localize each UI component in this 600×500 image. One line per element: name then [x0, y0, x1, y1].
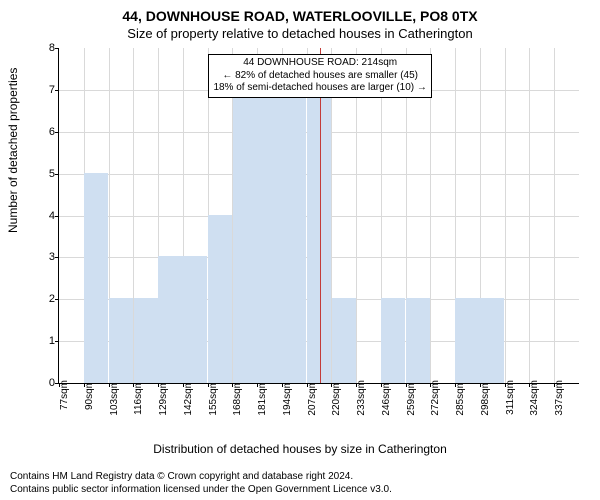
gridline-v	[554, 48, 555, 383]
histogram-bar	[381, 298, 405, 383]
ytick-label: 0	[31, 377, 55, 389]
xtick-label: 311sqm	[505, 380, 516, 415]
histogram-bar	[109, 298, 133, 383]
ytick-mark	[55, 48, 59, 49]
ytick-label: 1	[31, 335, 55, 347]
histogram-bar	[455, 298, 479, 383]
gridline-v	[529, 48, 530, 383]
ytick-mark	[55, 299, 59, 300]
xtick-label: 194sqm	[282, 380, 293, 416]
histogram-bar	[332, 298, 356, 383]
xtick-label: 77sqm	[59, 380, 70, 410]
xtick-label: 181sqm	[257, 380, 268, 416]
histogram-bar	[406, 298, 430, 383]
xtick-label: 259sqm	[406, 380, 417, 416]
xtick-label: 272sqm	[430, 380, 441, 416]
reference-line	[320, 48, 321, 383]
plot-area: 01234567877sqm90sqm103sqm116sqm129sqm142…	[58, 48, 579, 384]
histogram-bar	[183, 256, 207, 383]
ytick-mark	[55, 216, 59, 217]
xtick-label: 155sqm	[208, 380, 219, 416]
gridline-v	[356, 48, 357, 383]
xtick-label: 116sqm	[133, 380, 144, 415]
xtick-label: 129sqm	[158, 380, 169, 416]
title-line2: Size of property relative to detached ho…	[0, 26, 600, 41]
gridline-v	[505, 48, 506, 383]
xtick-label: 142sqm	[183, 380, 194, 416]
histogram-bar	[233, 89, 257, 383]
gridline-v	[430, 48, 431, 383]
xtick-label: 220sqm	[331, 380, 342, 416]
ytick-mark	[55, 341, 59, 342]
histogram-bar	[134, 298, 158, 383]
caption-line1: Contains HM Land Registry data © Crown c…	[10, 471, 353, 482]
ytick-label: 3	[31, 251, 55, 263]
histogram-bar	[208, 215, 232, 384]
annotation-box: 44 DOWNHOUSE ROAD: 214sqm ← 82% of detach…	[208, 54, 431, 98]
xtick-label: 207sqm	[307, 380, 318, 416]
xtick-label: 285sqm	[455, 380, 466, 416]
histogram-bar	[480, 298, 504, 383]
ytick-label: 4	[31, 210, 55, 222]
annotation-line: 44 DOWNHOUSE ROAD: 214sqm	[243, 57, 397, 68]
annotation-line: ← 82% of detached houses are smaller (45…	[222, 70, 418, 81]
xtick-label: 337sqm	[554, 380, 565, 416]
y-axis-label: Number of detached properties	[6, 68, 20, 233]
chart-container: 44, DOWNHOUSE ROAD, WATERLOOVILLE, PO8 0…	[0, 0, 600, 500]
xtick-label: 168sqm	[232, 380, 243, 416]
ytick-mark	[55, 90, 59, 91]
ytick-mark	[55, 132, 59, 133]
annotation-line: 18% of semi-detached houses are larger (…	[213, 82, 426, 93]
ytick-label: 2	[31, 293, 55, 305]
caption-line2: Contains public sector information licen…	[10, 484, 392, 495]
histogram-bar	[158, 256, 182, 383]
ytick-label: 6	[31, 126, 55, 138]
ytick-label: 5	[31, 168, 55, 180]
xtick-label: 103sqm	[109, 380, 120, 416]
title-line1: 44, DOWNHOUSE ROAD, WATERLOOVILLE, PO8 0…	[0, 8, 600, 24]
ytick-mark	[55, 174, 59, 175]
ytick-label: 8	[31, 42, 55, 54]
xtick-label: 246sqm	[381, 380, 392, 416]
ytick-label: 7	[31, 84, 55, 96]
xtick-label: 324sqm	[529, 380, 540, 416]
xtick-label: 90sqm	[84, 380, 95, 410]
caption: Contains HM Land Registry data © Crown c…	[10, 471, 590, 496]
histogram-bar	[282, 97, 306, 383]
histogram-bar	[257, 89, 281, 383]
ytick-mark	[55, 257, 59, 258]
x-axis-label: Distribution of detached houses by size …	[0, 442, 600, 456]
xtick-label: 233sqm	[356, 380, 367, 416]
histogram-bar	[84, 173, 108, 383]
xtick-label: 298sqm	[480, 380, 491, 416]
